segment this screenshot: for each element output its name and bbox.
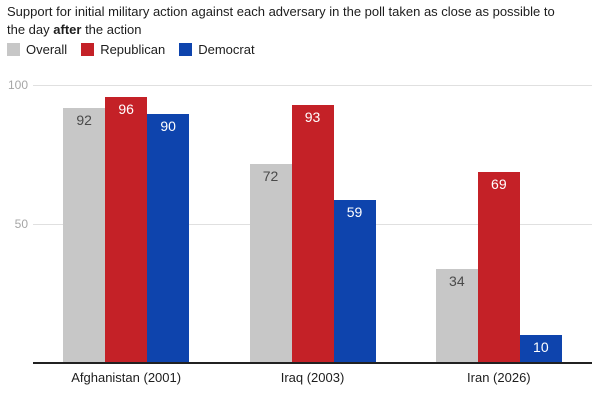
- chart-title-line2-suffix: the action: [81, 22, 142, 37]
- bar-value-label: 59: [346, 203, 363, 220]
- chart-title-line1: Support for initial military action agai…: [7, 4, 555, 19]
- bar-value-label: 69: [491, 175, 507, 192]
- legend: Overall Republican Democrat: [7, 42, 255, 57]
- y-axis-tick-label: 50: [14, 216, 28, 231]
- bar-value-label: 96: [118, 101, 134, 118]
- legend-item-republican: Republican: [81, 42, 165, 57]
- chart-title-line2-prefix: the day: [7, 22, 54, 37]
- legend-label: Democrat: [198, 42, 255, 57]
- legend-item-overall: Overall: [7, 42, 67, 57]
- bar-republican-1: 96: [105, 97, 148, 363]
- bar-democrat-1: 90: [147, 113, 190, 363]
- legend-swatch-democrat: [179, 43, 193, 56]
- bar-overall-3: 34: [435, 268, 478, 363]
- bar-democrat-3: 10: [519, 335, 562, 363]
- legend-swatch-overall: [7, 43, 20, 56]
- x-axis-label-2: Iraq (2003): [280, 370, 345, 385]
- bar-overall-1: 92: [63, 108, 106, 363]
- bar-republican-2: 93: [291, 105, 334, 363]
- legend-label: Overall: [26, 42, 68, 57]
- x-axis-baseline: [33, 362, 592, 364]
- y-axis-tick-label: 100: [7, 78, 28, 92]
- bar-value-label: 34: [449, 272, 465, 289]
- bar-value-label: 92: [76, 112, 92, 129]
- bar-value-label: 72: [262, 167, 279, 184]
- bar-republican-3: 69: [477, 171, 520, 363]
- bar-overall-2: 72: [249, 163, 292, 363]
- chart-title: Support for initial military action agai…: [7, 3, 597, 39]
- chart-title-bold-word: after: [53, 22, 82, 37]
- gridline-100: [33, 85, 592, 86]
- bar-democrat-2: 59: [333, 199, 376, 363]
- bar-value-label: 10: [533, 339, 549, 356]
- legend-label: Republican: [100, 42, 166, 57]
- bar-value-label: 93: [304, 109, 321, 126]
- legend-swatch-republican: [81, 43, 95, 56]
- x-axis-label-3: Iran (2026): [467, 370, 531, 385]
- bar-value-label: 90: [160, 117, 176, 134]
- x-axis-label-1: Afghanistan (2001): [71, 370, 182, 385]
- legend-item-democrat: Democrat: [179, 42, 255, 57]
